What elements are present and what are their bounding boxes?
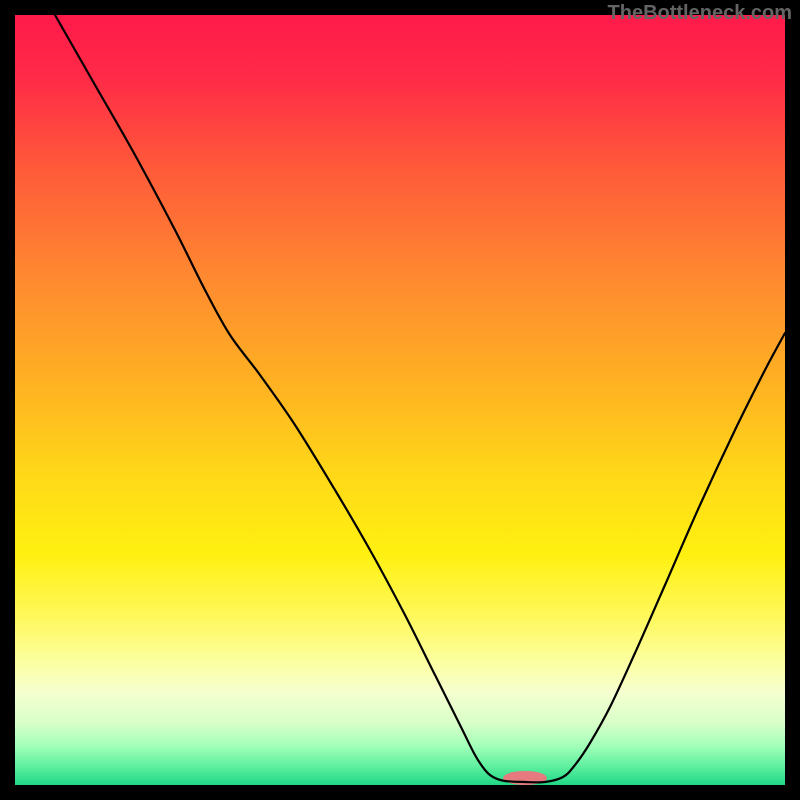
gradient-background: [15, 15, 785, 785]
chart-frame: TheBottleneck.com: [0, 0, 800, 800]
watermark-text: TheBottleneck.com: [608, 2, 792, 25]
plot-area: [15, 15, 785, 785]
chart-svg: [15, 15, 785, 785]
